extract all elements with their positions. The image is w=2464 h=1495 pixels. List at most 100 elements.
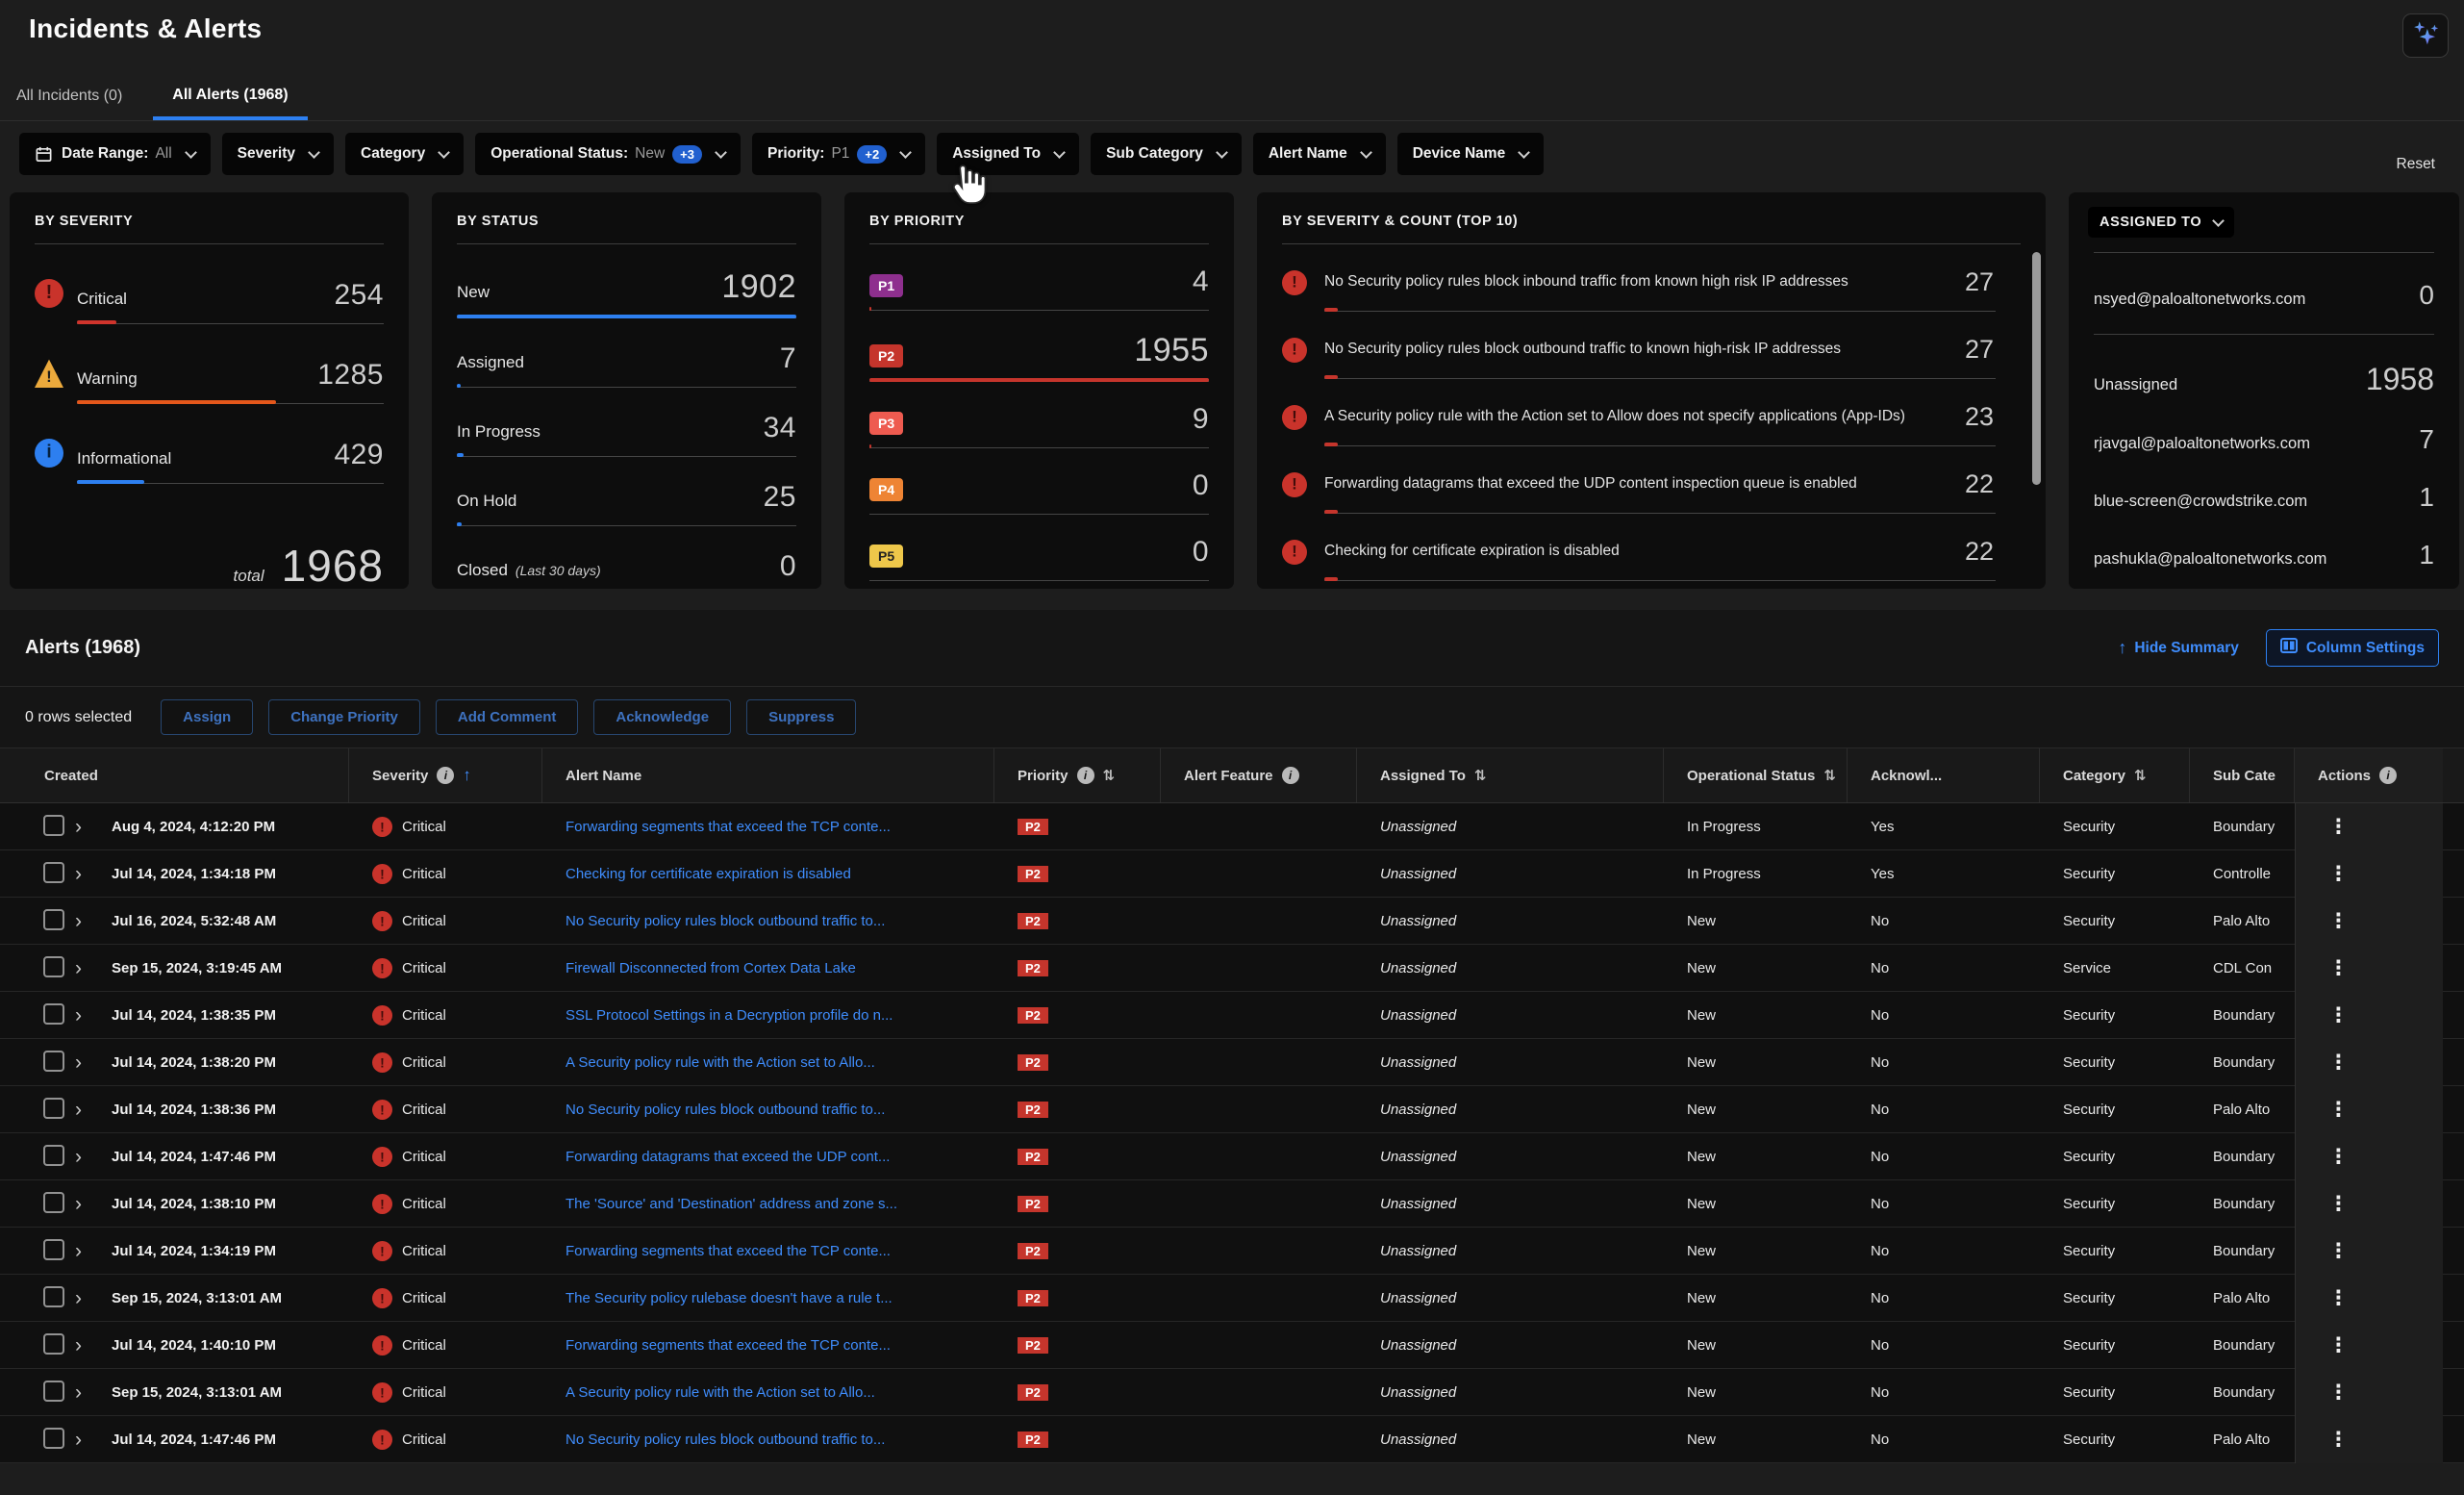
info-icon[interactable]: i — [2379, 767, 2398, 784]
severity-summary-row[interactable]: Warning 1285 — [35, 359, 384, 404]
info-icon[interactable]: i — [1281, 767, 1299, 784]
top-alert-row[interactable]: Checking for certificate expiration is d… — [1282, 537, 2021, 581]
column-header-sub-category[interactable]: Sub Cate — [2190, 748, 2295, 802]
filter-pill[interactable]: Date Range: All — [19, 133, 211, 175]
filter-pill[interactable]: Alert Name — [1252, 133, 1386, 175]
row-checkbox[interactable] — [43, 1002, 64, 1025]
filter-pill[interactable]: Sub Category — [1091, 133, 1242, 175]
expand-chevron-icon[interactable]: › — [75, 909, 82, 932]
table-row[interactable]: › Sep 15, 2024, 3:19:45 AM Critical Fire… — [0, 945, 2464, 992]
severity-summary-row[interactable]: Informational 429 — [35, 439, 384, 484]
expand-chevron-icon[interactable]: › — [75, 1286, 82, 1309]
expand-chevron-icon[interactable]: › — [75, 1381, 82, 1404]
top-alert-row[interactable]: No Security policy rules block inbound t… — [1282, 267, 2021, 312]
row-actions-kebab-icon[interactable]: ⋮ — [2328, 1193, 2349, 1215]
severity-summary-row[interactable]: Critical 254 — [35, 279, 384, 324]
top-alert-row[interactable]: Forwarding datagrams that exceed the UDP… — [1282, 469, 2021, 514]
row-actions-kebab-icon[interactable]: ⋮ — [2328, 1287, 2349, 1309]
assigned-to-selector[interactable]: ASSIGNED TO — [2088, 207, 2235, 238]
expand-chevron-icon[interactable]: › — [75, 1098, 82, 1121]
row-checkbox[interactable] — [43, 1050, 64, 1072]
expand-chevron-icon[interactable]: › — [75, 956, 82, 979]
assignee-row[interactable]: blue-screen@crowdstrike.com 1 — [2094, 482, 2434, 513]
expand-chevron-icon[interactable]: › — [75, 862, 82, 885]
expand-chevron-icon[interactable]: › — [75, 1051, 82, 1074]
alert-name-link[interactable]: Forwarding segments that exceed the TCP … — [566, 1243, 891, 1259]
column-header-category[interactable]: Category ⇅ — [2040, 748, 2190, 802]
row-actions-kebab-icon[interactable]: ⋮ — [2328, 1099, 2349, 1121]
priority-summary-row[interactable]: P3 9 — [869, 403, 1209, 448]
bulk-action-button[interactable]: Change Priority — [268, 699, 420, 735]
alert-name-link[interactable]: No Security policy rules block outbound … — [566, 1102, 886, 1118]
reset-filters-button[interactable]: Reset — [2396, 156, 2436, 172]
row-checkbox[interactable] — [43, 1097, 64, 1119]
alert-name-link[interactable]: No Security policy rules block outbound … — [566, 913, 886, 929]
row-actions-kebab-icon[interactable]: ⋮ — [2328, 1146, 2349, 1168]
table-row[interactable]: › Jul 14, 2024, 1:40:10 PM Critical Forw… — [0, 1322, 2464, 1369]
priority-summary-row[interactable]: P4 0 — [869, 469, 1209, 515]
row-actions-kebab-icon[interactable]: ⋮ — [2328, 1334, 2349, 1356]
row-actions-kebab-icon[interactable]: ⋮ — [2328, 863, 2349, 885]
expand-chevron-icon[interactable]: › — [75, 1333, 82, 1356]
priority-summary-row[interactable]: P2 1955 — [869, 332, 1209, 382]
column-header-alert-name[interactable]: Alert Name — [542, 748, 994, 802]
filter-pill[interactable]: Priority: P1 +2 — [752, 133, 926, 175]
assignee-row[interactable]: pashukla@paloaltonetworks.com 1 — [2094, 540, 2434, 570]
row-actions-kebab-icon[interactable]: ⋮ — [2328, 1004, 2349, 1026]
alert-name-link[interactable]: The Security policy rulebase doesn't hav… — [566, 1290, 893, 1306]
row-checkbox[interactable] — [43, 814, 64, 836]
sort-ascending-icon[interactable]: ↑ — [463, 766, 471, 784]
alert-name-link[interactable]: A Security policy rule with the Action s… — [566, 1384, 875, 1401]
bulk-action-button[interactable]: Acknowledge — [593, 699, 732, 735]
filter-pill[interactable]: Device Name — [1396, 133, 1545, 175]
row-actions-kebab-icon[interactable]: ⋮ — [2328, 1052, 2349, 1074]
row-checkbox[interactable] — [43, 1144, 64, 1166]
card-scrollbar[interactable] — [2032, 252, 2041, 485]
row-actions-kebab-icon[interactable]: ⋮ — [2328, 957, 2349, 979]
expand-chevron-icon[interactable]: › — [75, 1003, 82, 1026]
tab-all-incidents[interactable]: All Incidents (0) — [16, 88, 123, 104]
bulk-action-button[interactable]: Suppress — [746, 699, 857, 735]
row-checkbox[interactable] — [43, 955, 64, 977]
status-summary-row[interactable]: On Hold 25 — [457, 481, 796, 526]
column-header-alert-feature[interactable]: Alert Feature i — [1161, 748, 1357, 802]
row-checkbox[interactable] — [43, 1427, 64, 1449]
alert-name-link[interactable]: Forwarding datagrams that exceed the UDP… — [566, 1149, 891, 1165]
expand-chevron-icon[interactable]: › — [75, 1192, 82, 1215]
alert-name-link[interactable]: Checking for certificate expiration is d… — [566, 866, 851, 882]
filter-pill[interactable]: Assigned To — [937, 133, 1080, 175]
sort-icon[interactable]: ⇅ — [1473, 768, 1487, 784]
row-checkbox[interactable] — [43, 1285, 64, 1307]
alert-name-link[interactable]: SSL Protocol Settings in a Decryption pr… — [566, 1007, 893, 1024]
info-icon[interactable]: i — [437, 767, 455, 784]
row-checkbox[interactable] — [43, 1332, 64, 1355]
column-header-acknowledged[interactable]: Acknowl... — [1848, 748, 2040, 802]
sort-icon[interactable]: ⇅ — [1102, 768, 1116, 784]
ai-copilot-button[interactable] — [2402, 13, 2449, 58]
column-header-created[interactable]: Created — [0, 748, 349, 802]
row-checkbox[interactable] — [43, 1191, 64, 1213]
alert-name-link[interactable]: The 'Source' and 'Destination' address a… — [566, 1196, 897, 1212]
alert-name-link[interactable]: Firewall Disconnected from Cortex Data L… — [566, 960, 856, 976]
alert-name-link[interactable]: No Security policy rules block outbound … — [566, 1432, 886, 1448]
column-header-assigned-to[interactable]: Assigned To ⇅ — [1357, 748, 1664, 802]
hide-summary-button[interactable]: ↑ Hide Summary — [2118, 638, 2239, 658]
top-alert-row[interactable]: A Security policy rule with the Action s… — [1282, 402, 2021, 446]
table-row[interactable]: › Jul 14, 2024, 1:34:19 PM Critical Forw… — [0, 1228, 2464, 1275]
info-icon[interactable]: i — [1076, 767, 1094, 784]
expand-chevron-icon[interactable]: › — [75, 1239, 82, 1262]
status-summary-row[interactable]: Closed (Last 30 days) 0 — [457, 550, 796, 589]
row-checkbox[interactable] — [43, 1238, 64, 1260]
assignee-row[interactable]: Unassigned 1958 — [2094, 362, 2434, 397]
row-checkbox[interactable] — [43, 908, 64, 930]
table-row[interactable]: › Jul 14, 2024, 1:34:18 PM Critical Chec… — [0, 850, 2464, 898]
top-alert-row[interactable]: No Security policy rules block outbound … — [1282, 335, 2021, 379]
sort-icon[interactable]: ⇅ — [2134, 768, 2147, 784]
filter-pill[interactable]: Severity — [221, 133, 334, 175]
row-actions-kebab-icon[interactable]: ⋮ — [2328, 1429, 2349, 1451]
table-row[interactable]: › Jul 14, 2024, 1:38:35 PM Critical SSL … — [0, 992, 2464, 1039]
table-row[interactable]: › Jul 14, 2024, 1:38:20 PM Critical A Se… — [0, 1039, 2464, 1086]
tab-all-alerts[interactable]: All Alerts (1968) — [153, 87, 308, 120]
row-actions-kebab-icon[interactable]: ⋮ — [2328, 816, 2349, 838]
table-row[interactable]: › Jul 14, 2024, 1:38:36 PM Critical No S… — [0, 1086, 2464, 1133]
